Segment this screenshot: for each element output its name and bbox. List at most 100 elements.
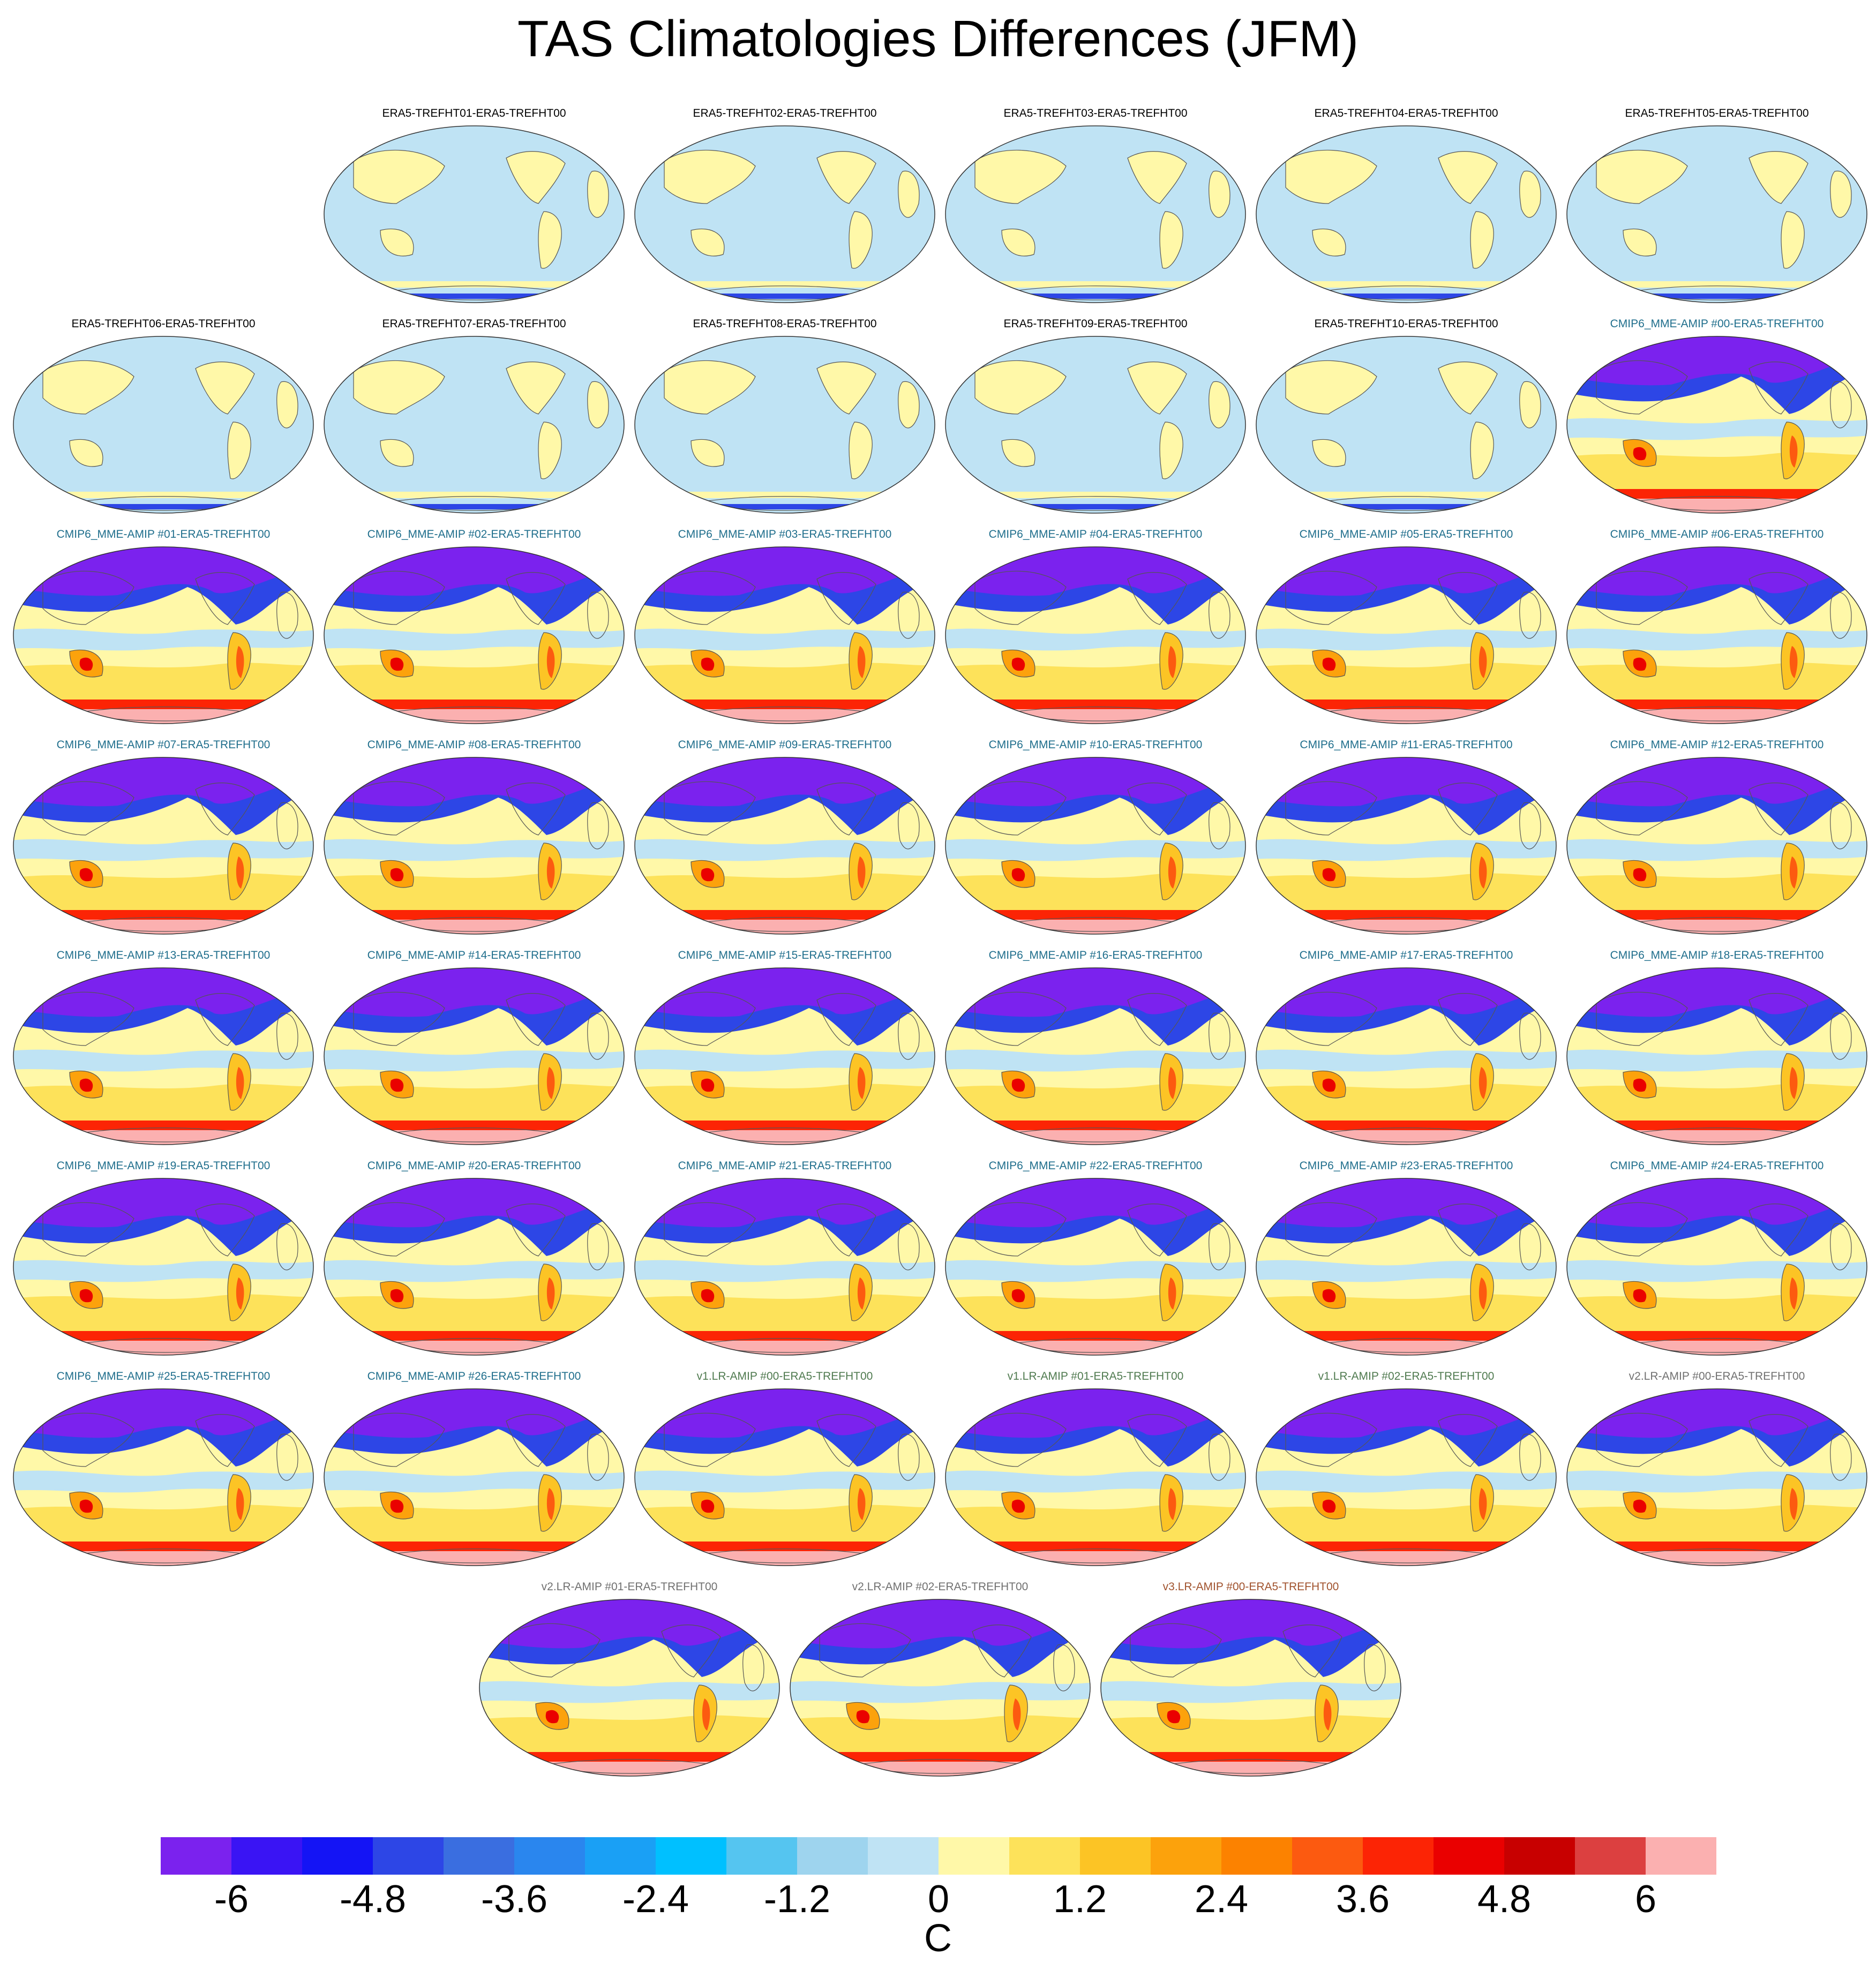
map-figure <box>1256 1388 1557 1566</box>
land-anomaly <box>1312 439 1346 467</box>
colorbar-tick-label: 1.2 <box>1053 1878 1107 1921</box>
map-panel: ERA5-TREFHT07-ERA5-TREFHT00 <box>321 318 627 521</box>
colorbar-tick-label: 0 <box>927 1878 950 1921</box>
map-figure <box>945 967 1246 1145</box>
panel-title: CMIP6_MME-AMIP #20-ERA5-TREFHT00 <box>367 1160 581 1172</box>
map-figure <box>1566 967 1867 1145</box>
colorbar-swatch <box>726 1837 798 1875</box>
land-anomaly <box>380 229 414 256</box>
panel-title: v2.LR-AMIP #00-ERA5-TREFHT00 <box>1629 1370 1805 1382</box>
panel-title: v1.LR-AMIP #00-ERA5-TREFHT00 <box>696 1370 873 1382</box>
panel-title: CMIP6_MME-AMIP #18-ERA5-TREFHT00 <box>1610 949 1824 961</box>
land-anomaly <box>1128 362 1187 414</box>
map-panel: ERA5-TREFHT05-ERA5-TREFHT00 <box>1564 107 1870 311</box>
land-anomaly <box>1160 422 1183 479</box>
map-figure <box>13 1178 314 1356</box>
map-figure <box>634 1388 935 1566</box>
land-anomaly <box>1470 422 1494 479</box>
map-panel: CMIP6_MME-AMIP #09-ERA5-TREFHT00 <box>632 739 937 942</box>
colorbar-tick-label: -4.8 <box>339 1878 407 1921</box>
colorbar-swatch <box>1151 1837 1222 1875</box>
map-figure <box>1100 1599 1401 1777</box>
map-panel: CMIP6_MME-AMIP #02-ERA5-TREFHT00 <box>321 528 627 732</box>
map-panel: CMIP6_MME-AMIP #19-ERA5-TREFHT00 <box>11 1160 316 1363</box>
land-anomaly <box>1209 171 1230 218</box>
map-figure <box>1566 1178 1867 1356</box>
colorbar-swatch <box>161 1837 232 1875</box>
colorbar-swatch <box>1504 1837 1575 1875</box>
colorbar-swatch <box>444 1837 515 1875</box>
panel-title: ERA5-TREFHT10-ERA5-TREFHT00 <box>1314 318 1498 330</box>
colorbar-tick-label: -6 <box>214 1878 249 1921</box>
colorbar-swatch <box>1080 1837 1151 1875</box>
map-panel: CMIP6_MME-AMIP #01-ERA5-TREFHT00 <box>11 528 316 732</box>
land-anomaly <box>975 150 1066 204</box>
map-figure <box>634 757 935 935</box>
map-panel: CMIP6_MME-AMIP #21-ERA5-TREFHT00 <box>632 1160 937 1363</box>
map-figure <box>1256 1178 1557 1356</box>
panel-title: v2.LR-AMIP #01-ERA5-TREFHT00 <box>541 1581 718 1593</box>
panel-title: CMIP6_MME-AMIP #07-ERA5-TREFHT00 <box>56 739 271 751</box>
land-anomaly <box>1830 171 1851 218</box>
map-panel: CMIP6_MME-AMIP #15-ERA5-TREFHT00 <box>632 949 937 1153</box>
colorbar-tick-label: 3.6 <box>1335 1878 1390 1921</box>
map-panel: CMIP6_MME-AMIP #04-ERA5-TREFHT00 <box>943 528 1248 732</box>
land-anomaly <box>849 422 873 479</box>
land-anomaly <box>817 151 876 204</box>
panel-title: CMIP6_MME-AMIP #04-ERA5-TREFHT00 <box>988 528 1203 540</box>
land-anomaly <box>1286 150 1377 204</box>
map-figure <box>945 125 1246 303</box>
panel-title: ERA5-TREFHT03-ERA5-TREFHT00 <box>1003 107 1188 119</box>
map-panel: ERA5-TREFHT06-ERA5-TREFHT00 <box>11 318 316 521</box>
land-anomaly <box>1470 212 1494 268</box>
map-figure <box>324 336 625 514</box>
map-figure <box>1566 757 1867 935</box>
map-panel: ERA5-TREFHT03-ERA5-TREFHT00 <box>943 107 1248 311</box>
map-panel: CMIP6_MME-AMIP #24-ERA5-TREFHT00 <box>1564 1160 1870 1363</box>
map-panel: CMIP6_MME-AMIP #16-ERA5-TREFHT00 <box>943 949 1248 1153</box>
map-figure <box>324 757 625 935</box>
map-panel: CMIP6_MME-AMIP #20-ERA5-TREFHT00 <box>321 1160 627 1363</box>
land-anomaly <box>506 362 565 414</box>
map-panel: CMIP6_MME-AMIP #26-ERA5-TREFHT00 <box>321 1370 627 1574</box>
map-figure <box>790 1599 1091 1777</box>
panel-title: CMIP6_MME-AMIP #26-ERA5-TREFHT00 <box>367 1370 581 1382</box>
panel-title: CMIP6_MME-AMIP #05-ERA5-TREFHT00 <box>1299 528 1513 540</box>
map-figure <box>1566 125 1867 303</box>
colorbar-swatch <box>585 1837 656 1875</box>
panel-title: CMIP6_MME-AMIP #25-ERA5-TREFHT00 <box>56 1370 271 1382</box>
land-anomaly <box>817 362 876 414</box>
land-anomaly <box>228 422 251 479</box>
map-panel: v1.LR-AMIP #01-ERA5-TREFHT00 <box>943 1370 1248 1574</box>
land-anomaly <box>1286 360 1377 414</box>
map-panel: v1.LR-AMIP #02-ERA5-TREFHT00 <box>1254 1370 1559 1574</box>
colorbar-swatch <box>656 1837 727 1875</box>
land-anomaly <box>1438 362 1497 414</box>
map-panel: CMIP6_MME-AMIP #08-ERA5-TREFHT00 <box>321 739 627 942</box>
map-panel: CMIP6_MME-AMIP #18-ERA5-TREFHT00 <box>1564 949 1870 1153</box>
land-anomaly <box>1519 381 1541 428</box>
land-anomaly <box>664 150 755 204</box>
map-figure <box>945 546 1246 724</box>
panel-title: v2.LR-AMIP #02-ERA5-TREFHT00 <box>852 1581 1029 1593</box>
colorbar-swatch <box>1292 1837 1363 1875</box>
panel-title: CMIP6_MME-AMIP #16-ERA5-TREFHT00 <box>988 949 1203 961</box>
colorbar-swatch <box>1575 1837 1646 1875</box>
land-anomaly <box>849 212 873 268</box>
land-anomaly <box>196 362 254 414</box>
land-anomaly <box>664 360 755 414</box>
colorbar-swatch <box>1434 1837 1505 1875</box>
map-panel: CMIP6_MME-AMIP #13-ERA5-TREFHT00 <box>11 949 316 1153</box>
land-anomaly <box>975 360 1066 414</box>
map-figure <box>324 546 625 724</box>
panel-title: ERA5-TREFHT08-ERA5-TREFHT00 <box>693 318 877 330</box>
panel-title: ERA5-TREFHT02-ERA5-TREFHT00 <box>693 107 877 119</box>
map-figure <box>634 546 935 724</box>
panel-title: CMIP6_MME-AMIP #24-ERA5-TREFHT00 <box>1610 1160 1824 1172</box>
map-panel: CMIP6_MME-AMIP #14-ERA5-TREFHT00 <box>321 949 627 1153</box>
panel-title: ERA5-TREFHT05-ERA5-TREFHT00 <box>1625 107 1809 119</box>
panel-title: CMIP6_MME-AMIP #08-ERA5-TREFHT00 <box>367 739 581 751</box>
colorbar-swatch <box>1363 1837 1434 1875</box>
map-panel: CMIP6_MME-AMIP #10-ERA5-TREFHT00 <box>943 739 1248 942</box>
land-anomaly <box>1209 381 1230 428</box>
